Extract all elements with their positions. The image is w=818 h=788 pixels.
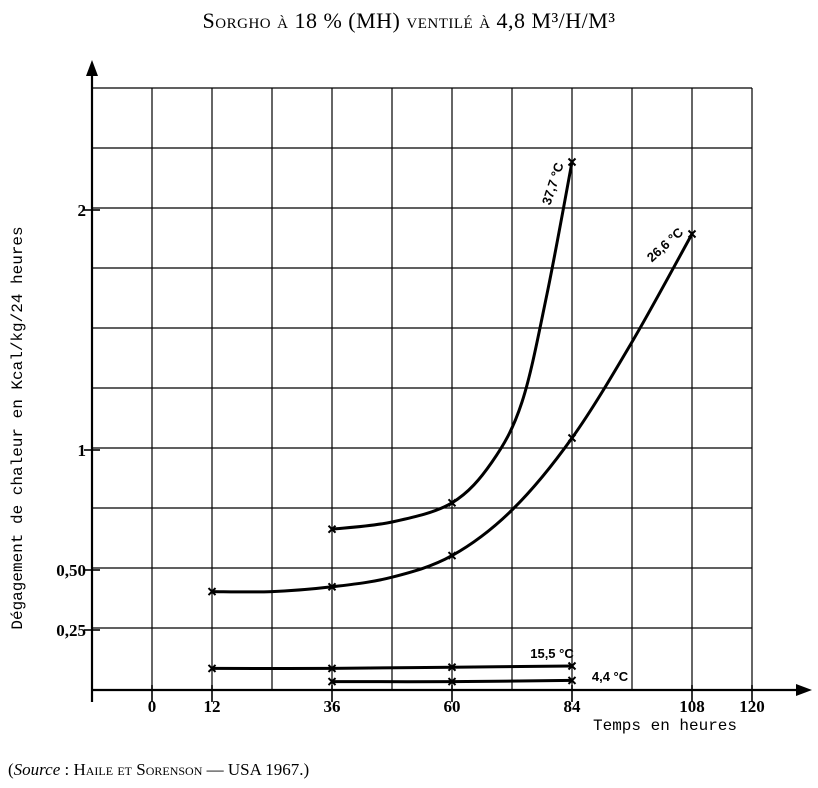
series-marker [447, 498, 457, 508]
series-marker [327, 677, 337, 686]
source-label: Source [13, 760, 61, 779]
series-marker [447, 662, 457, 672]
y-tick-label: 1 [78, 441, 87, 460]
x-tick-label: 12 [204, 697, 221, 716]
series-marker [567, 661, 577, 671]
series-label: 4,4 °C [592, 669, 629, 684]
series-marker [567, 433, 577, 443]
x-axis-label: Temps en heures [593, 717, 737, 735]
series-marker [327, 582, 337, 592]
x-tick-label: 120 [739, 697, 765, 716]
series-marker [207, 587, 217, 596]
x-tick-label: 60 [444, 697, 461, 716]
source-authors: Haile et Sorenson [73, 760, 203, 779]
x-tick-label: 0 [148, 697, 157, 716]
source-sep: : [60, 760, 74, 779]
series-marker [447, 677, 457, 686]
series-marker [567, 157, 577, 167]
series-label: 15,5 °C [530, 646, 574, 661]
chart-title: Sorgho à 18 % (MH) ventilé à 4,8 M³/H/M³ [202, 8, 616, 33]
source-end: — USA 1967.) [202, 760, 310, 779]
series-marker [447, 551, 457, 560]
source-note: (Source : Haile et Sorenson — USA 1967.) [8, 760, 309, 780]
series-line-26-6-c [210, 232, 694, 594]
x-axis-arrow [796, 684, 812, 696]
series-marker [327, 664, 337, 673]
series-marker [207, 664, 217, 673]
series-label: 37,7 °C [539, 160, 567, 207]
y-tick-label: 0,25 [56, 621, 86, 640]
y-tick-label: 0,50 [56, 561, 86, 580]
x-tick-label: 36 [324, 697, 341, 716]
x-tick-label: 108 [679, 697, 705, 716]
grid [91, 87, 753, 690]
y-tick-label: 2 [78, 201, 87, 220]
series-line-37-7-c [330, 160, 574, 531]
series-marker [327, 524, 337, 534]
y-axis-arrow [86, 60, 98, 76]
source-open: ( [8, 760, 14, 779]
axes [86, 60, 812, 702]
series-marker [687, 229, 697, 239]
series-marker [567, 676, 577, 685]
y-axis-label: Dégagement de chaleur en Kcal/kg/24 heur… [9, 226, 27, 629]
x-tick-label: 84 [564, 697, 582, 716]
series-line-15-5-c [210, 664, 574, 670]
axis-labels: Dégagement de chaleur en Kcal/kg/24 heur… [9, 226, 737, 735]
